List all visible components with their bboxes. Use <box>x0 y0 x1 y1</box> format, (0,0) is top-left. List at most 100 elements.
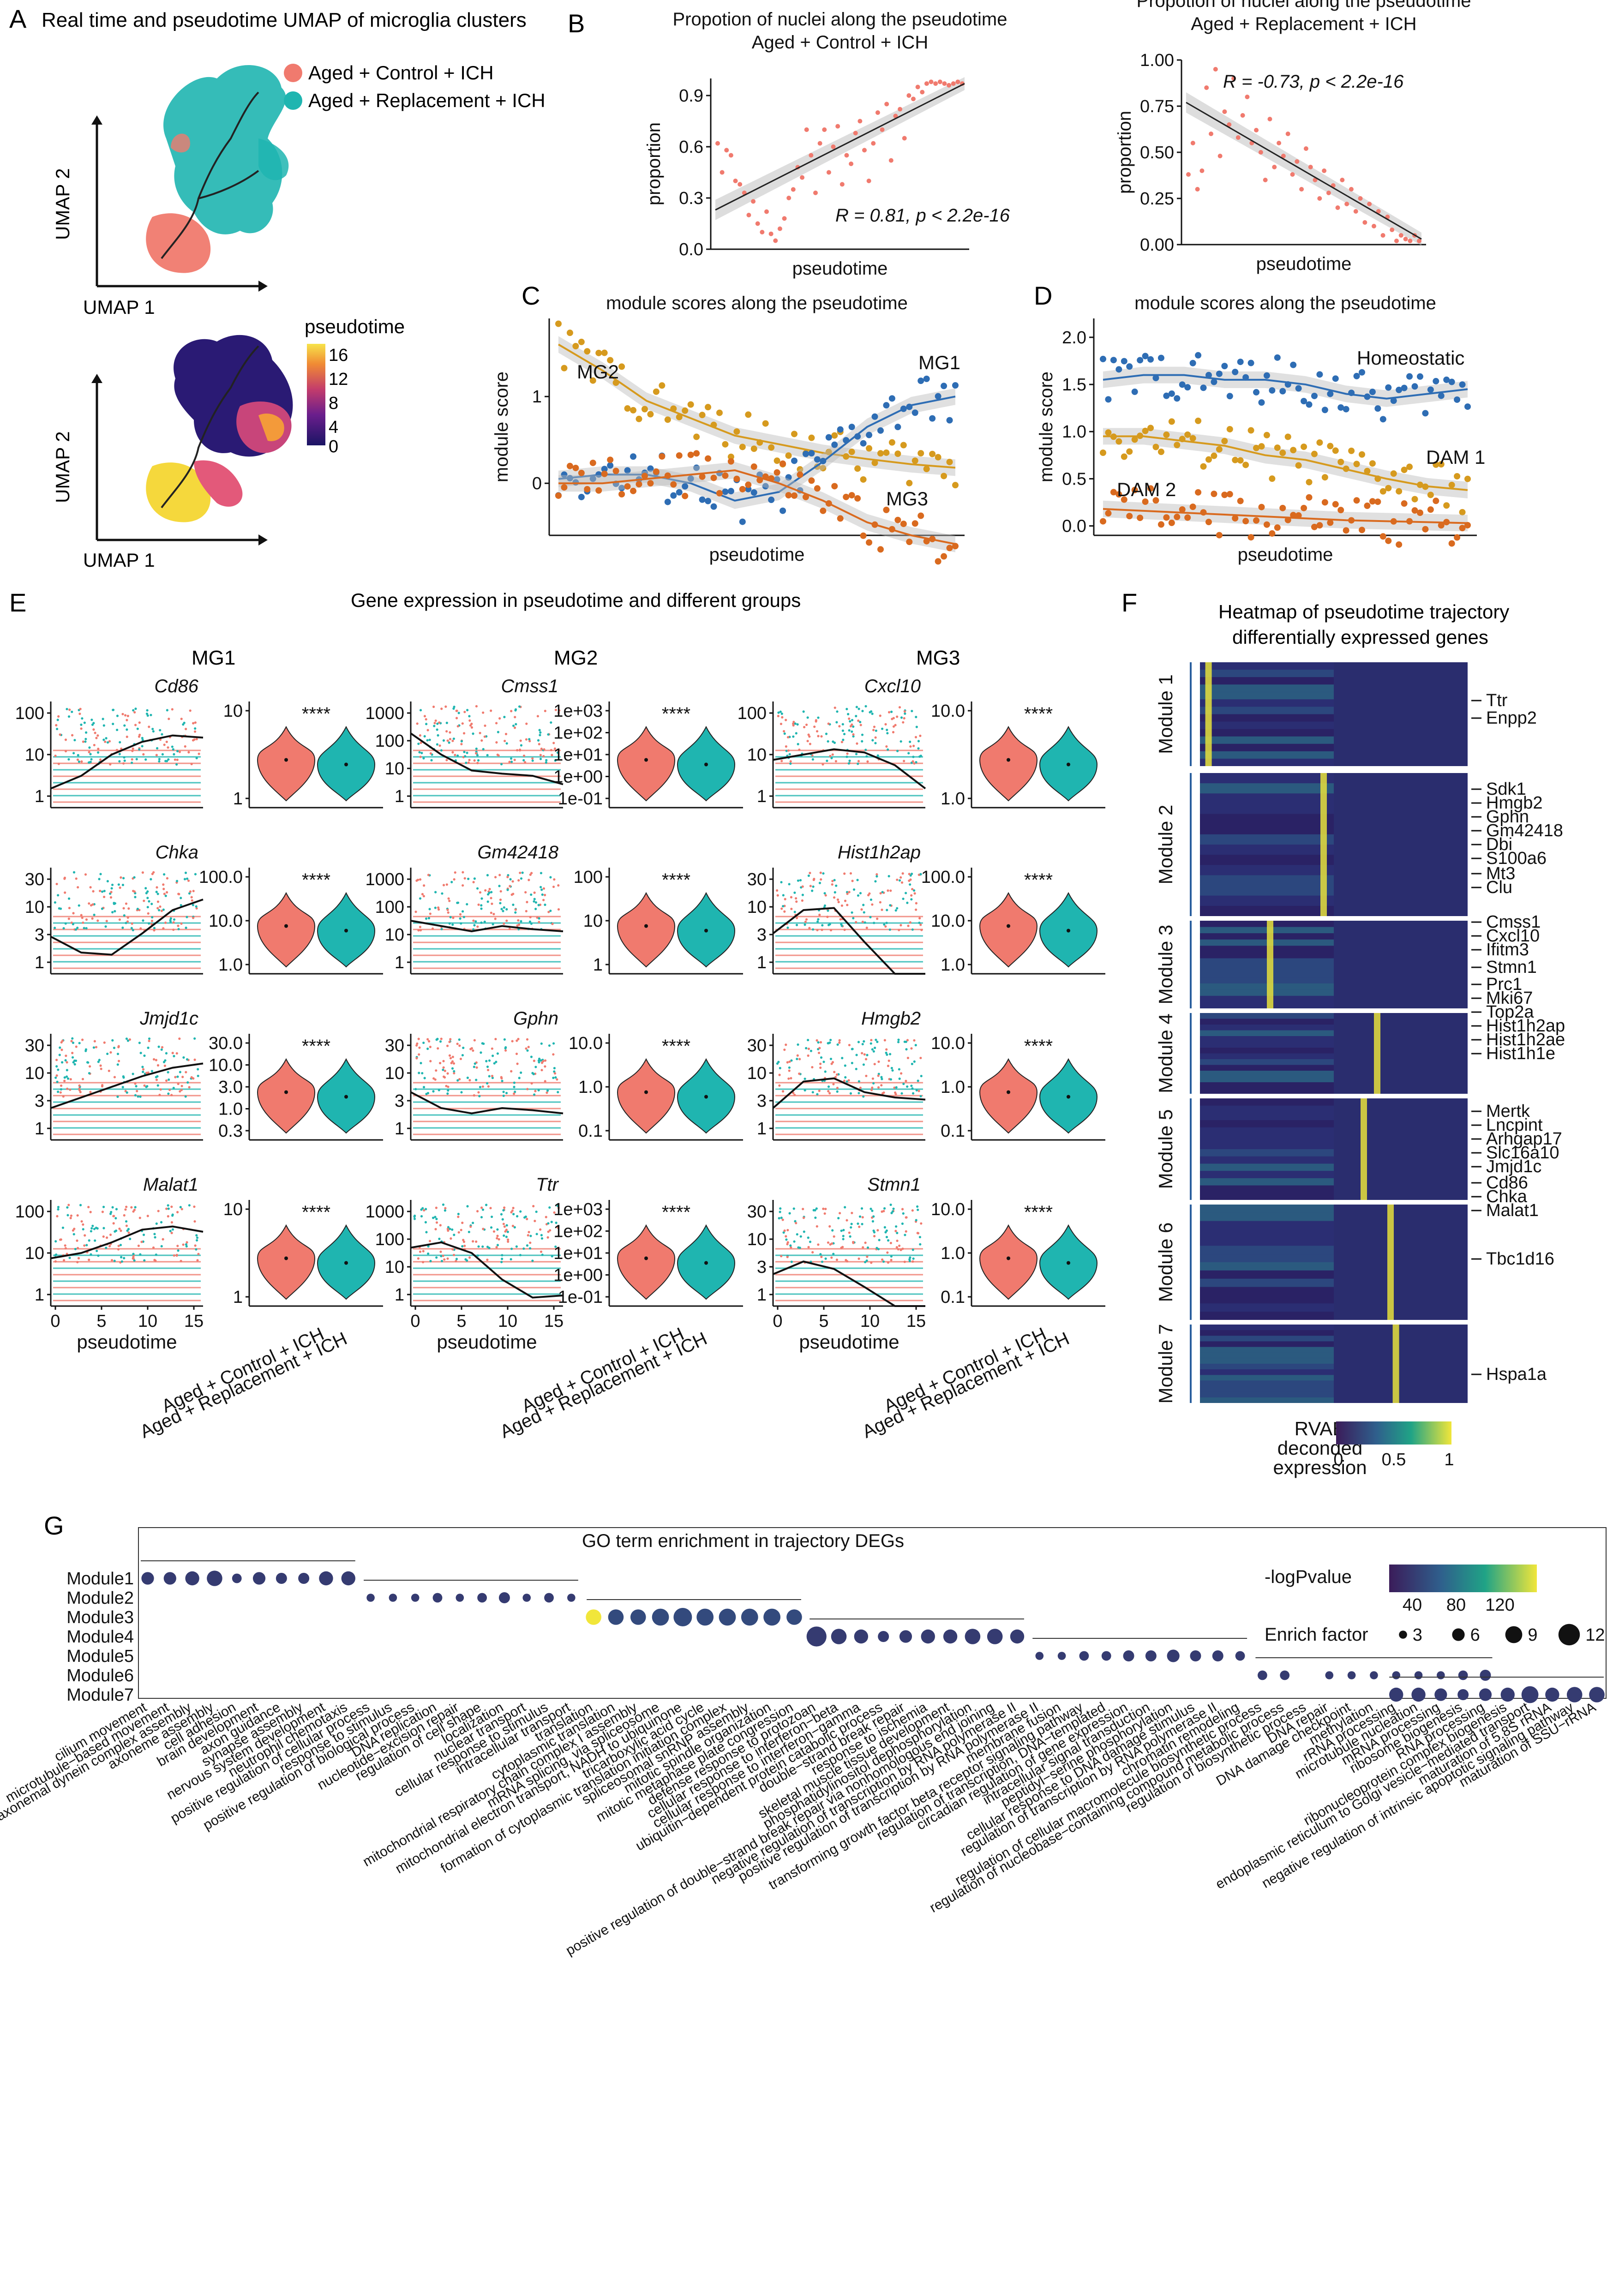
data-point <box>1269 530 1276 537</box>
data-point <box>906 539 913 546</box>
data-point <box>805 723 808 726</box>
data-point <box>468 715 471 718</box>
data-point <box>1105 510 1112 517</box>
data-point <box>101 907 104 910</box>
data-point <box>823 892 826 895</box>
significance-stars: **** <box>1024 1202 1053 1223</box>
data-point <box>139 1095 142 1098</box>
data-point <box>906 1039 909 1042</box>
data-point <box>760 230 765 234</box>
data-point <box>843 872 846 875</box>
data-point <box>136 1090 138 1092</box>
data-point <box>828 1225 831 1228</box>
data-point <box>796 1054 799 1057</box>
data-point <box>82 1223 84 1226</box>
gene-label: Mertk <box>1486 1102 1530 1121</box>
y-tick-label: 0.3 <box>679 189 703 208</box>
data-point <box>911 872 913 875</box>
data-point <box>65 1055 67 1057</box>
data-point <box>877 427 884 434</box>
data-point <box>899 876 902 879</box>
data-point <box>1359 527 1366 534</box>
data-point <box>166 709 168 712</box>
data-point <box>520 1071 522 1074</box>
data-point <box>176 1211 179 1214</box>
data-point <box>134 707 137 710</box>
data-point <box>848 449 855 456</box>
violin-median <box>284 758 288 762</box>
data-point <box>777 711 780 714</box>
violin-y-tick-label: 30.0 <box>209 1034 243 1053</box>
data-point <box>64 750 67 753</box>
data-point <box>840 1247 843 1249</box>
smooth-curve <box>773 748 926 790</box>
data-point <box>1401 384 1408 391</box>
data-point <box>1263 432 1270 438</box>
data-point <box>447 1085 450 1088</box>
heatmap-row <box>1200 721 1334 729</box>
data-point <box>517 923 521 926</box>
data-point <box>664 416 671 423</box>
data-point <box>911 1209 914 1212</box>
enrichment-dot <box>1167 1649 1180 1662</box>
data-point <box>77 886 79 889</box>
data-point <box>475 1079 478 1081</box>
data-point <box>501 1079 504 1082</box>
data-point <box>503 1038 506 1041</box>
data-point <box>494 1037 497 1041</box>
data-point <box>871 1220 875 1223</box>
data-point <box>881 1078 883 1080</box>
y-tick-label: 0 <box>532 474 542 493</box>
data-point <box>1186 172 1191 177</box>
data-point <box>141 1066 144 1068</box>
data-point <box>197 1068 199 1071</box>
data-point <box>876 1040 879 1043</box>
data-point <box>879 714 881 717</box>
data-point <box>601 466 608 473</box>
data-point <box>540 1069 543 1072</box>
data-point <box>118 760 121 763</box>
data-point <box>505 908 508 911</box>
data-point <box>121 883 125 887</box>
module-row-label: Module6 <box>66 1666 134 1685</box>
data-point <box>64 1247 67 1250</box>
data-point <box>55 1074 58 1077</box>
heatmap-row <box>1200 729 1334 737</box>
data-point <box>96 1249 98 1253</box>
enrichment-dot <box>1589 1687 1605 1703</box>
violin-median <box>284 1090 288 1094</box>
data-point <box>864 1241 867 1244</box>
data-point <box>875 1038 877 1041</box>
data-point <box>1222 109 1227 114</box>
heatmap-row <box>1200 714 1334 722</box>
data-point <box>468 719 471 722</box>
data-point <box>449 1228 451 1230</box>
data-point <box>175 880 179 882</box>
data-point <box>607 456 614 463</box>
data-point <box>886 1053 888 1056</box>
data-point <box>783 1048 786 1051</box>
data-point <box>453 1070 456 1073</box>
data-point <box>76 1214 79 1217</box>
data-point <box>136 907 139 911</box>
data-point <box>120 1229 122 1232</box>
data-point <box>486 754 489 756</box>
data-point <box>710 474 717 481</box>
chart-title: module scores along the pseudotime <box>1134 293 1436 313</box>
data-point <box>852 735 855 738</box>
data-point <box>515 723 517 725</box>
violin-median <box>1067 929 1070 933</box>
data-point <box>881 908 883 911</box>
data-point <box>472 919 475 922</box>
data-point <box>1379 416 1386 423</box>
data-point <box>1396 386 1403 393</box>
enrichment-dot <box>232 1573 242 1583</box>
colorbar <box>307 344 325 445</box>
violin-y-tick-label: 0.1 <box>941 1288 965 1307</box>
data-point <box>1290 361 1297 368</box>
data-point <box>705 498 712 504</box>
data-point <box>783 1229 786 1232</box>
data-point <box>173 1254 175 1257</box>
data-point <box>536 715 540 718</box>
data-point <box>873 922 875 924</box>
